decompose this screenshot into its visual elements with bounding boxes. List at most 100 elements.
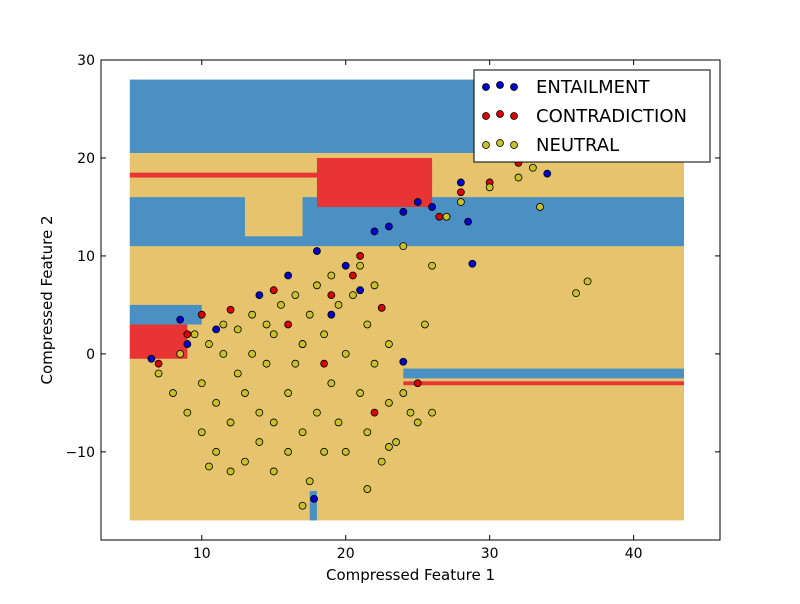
- legend-label-contradiction: CONTRADICTION: [536, 106, 687, 127]
- axes: 10 20 30 40 −10 0 10 20 30: [65, 53, 720, 562]
- point-entailment-12: [428, 203, 436, 211]
- y-tick-label-30: 30: [77, 53, 95, 69]
- plot-frame: [100, 59, 721, 541]
- point-neutral-4: [190, 330, 199, 339]
- point-entailment-5: [284, 271, 293, 280]
- point-entailment-11: [413, 198, 422, 206]
- point-neutral-38: [320, 447, 329, 456]
- point-neutral-29: [284, 389, 293, 397]
- point-neutral-71: [583, 277, 592, 286]
- point-neutral-15: [233, 325, 242, 334]
- region-entailment-10: [309, 491, 317, 521]
- point-neutral-13: [226, 418, 235, 427]
- point-neutral-74: [385, 443, 393, 451]
- point-neutral-19: [248, 310, 257, 319]
- legend-marker-neutral-1: [496, 139, 504, 147]
- point-neutral-7: [205, 340, 213, 348]
- y-tick-label-0: 0: [86, 347, 95, 363]
- point-neutral-11: [219, 320, 228, 329]
- point-neutral-50: [363, 320, 372, 329]
- point-neutral-54: [385, 398, 393, 407]
- point-neutral-25: [269, 418, 278, 427]
- point-neutral-26: [269, 330, 278, 339]
- point-contradiction-12: [456, 188, 465, 197]
- x-axis-label: Compressed Feature 1: [326, 566, 495, 584]
- region-contradiction-8: [403, 381, 685, 386]
- point-neutral-47: [356, 389, 365, 397]
- point-entailment-10: [399, 207, 408, 216]
- point-neutral-12: [226, 467, 235, 476]
- point-neutral-51: [370, 359, 379, 368]
- point-neutral-27: [277, 300, 285, 309]
- point-neutral-24: [269, 467, 278, 476]
- point-neutral-56: [392, 438, 401, 446]
- y-axis-label: Compressed Feature 2: [38, 216, 56, 385]
- point-neutral-23: [262, 320, 271, 329]
- point-entailment-2: [183, 340, 192, 348]
- point-contradiction-7: [349, 271, 357, 280]
- point-entailment-3: [212, 325, 221, 334]
- point-contradiction-9: [370, 408, 379, 417]
- point-neutral-58: [399, 242, 408, 251]
- point-neutral-44: [341, 447, 350, 456]
- point-neutral-70: [572, 289, 580, 298]
- legend-marker-neutral-2: [510, 141, 518, 149]
- x-tick-label-40: 40: [625, 546, 643, 562]
- point-entailment-6: [313, 247, 321, 255]
- point-contradiction-0: [154, 359, 163, 368]
- point-neutral-37: [313, 281, 321, 290]
- point-neutral-46: [349, 291, 357, 300]
- point-neutral-20: [255, 438, 264, 446]
- legend-label-neutral: NEUTRAL: [536, 135, 619, 156]
- point-entailment-15: [464, 217, 472, 226]
- point-contradiction-11: [435, 212, 444, 221]
- point-neutral-57: [399, 389, 408, 397]
- point-neutral-73: [363, 485, 372, 493]
- x-tick-label-20: 20: [337, 546, 355, 562]
- legend-marker-entailment-2: [510, 83, 518, 91]
- point-neutral-65: [456, 198, 465, 206]
- point-neutral-22: [262, 359, 271, 368]
- legend-marker-entailment-0: [482, 83, 490, 91]
- region-contradiction-4: [129, 172, 433, 178]
- point-neutral-43: [334, 300, 343, 309]
- point-neutral-67: [514, 173, 523, 182]
- point-neutral-40: [327, 379, 336, 388]
- point-neutral-9: [212, 398, 221, 407]
- region-neutral-3: [244, 157, 303, 237]
- point-neutral-3: [183, 408, 192, 417]
- point-entailment-4: [255, 291, 264, 300]
- point-neutral-1: [169, 389, 177, 397]
- point-neutral-28: [284, 447, 293, 456]
- point-neutral-14: [233, 369, 242, 378]
- point-entailment-19: [310, 494, 318, 503]
- point-neutral-64: [442, 212, 451, 221]
- point-neutral-16: [241, 457, 249, 466]
- point-neutral-21: [255, 408, 264, 417]
- point-contradiction-8: [377, 303, 386, 312]
- point-entailment-8: [370, 227, 379, 236]
- point-neutral-2: [176, 349, 185, 358]
- point-contradiction-1: [183, 330, 192, 339]
- decision-regions: [129, 79, 685, 521]
- legend-marker-contradiction-2: [510, 112, 518, 120]
- y-tick-label-20: 20: [77, 151, 95, 167]
- point-neutral-0: [154, 369, 163, 378]
- legend: ENTAILMENT CONTRADICTION NEUTRAL: [473, 69, 711, 163]
- point-neutral-62: [428, 261, 436, 270]
- point-neutral-53: [377, 457, 386, 466]
- point-neutral-35: [305, 310, 314, 319]
- point-neutral-17: [241, 389, 249, 397]
- point-contradiction-6: [320, 359, 329, 368]
- point-neutral-31: [291, 291, 300, 300]
- legend-label-entailment: ENTAILMENT: [536, 77, 650, 98]
- point-contradiction-15: [356, 252, 365, 260]
- legend-marker-contradiction-1: [496, 110, 504, 118]
- point-contradiction-4: [269, 286, 278, 295]
- scatter-points: [147, 158, 592, 510]
- x-tick-label-30: 30: [481, 546, 499, 562]
- y-tick-label-10: 10: [77, 249, 95, 265]
- point-neutral-36: [313, 408, 321, 417]
